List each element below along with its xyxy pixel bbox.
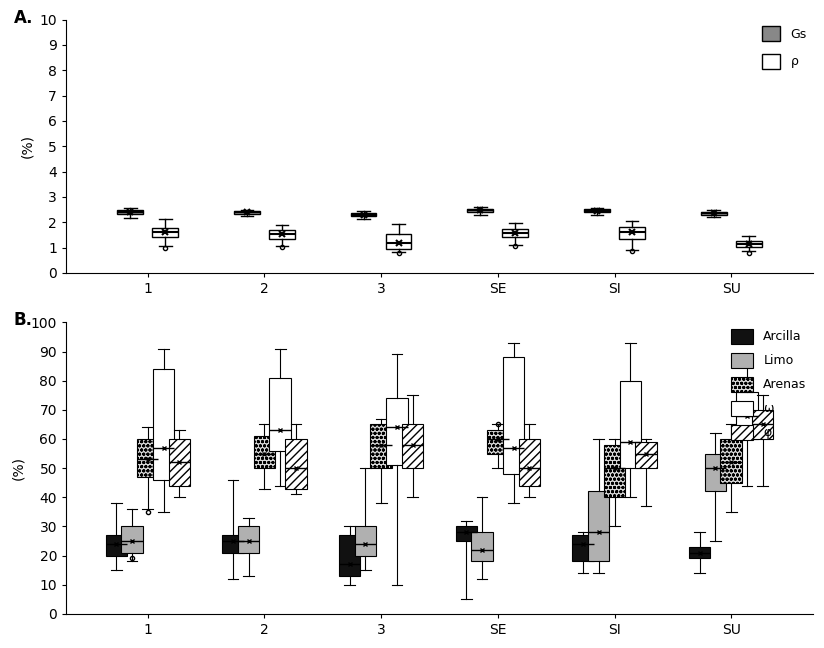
PathPatch shape: [386, 235, 411, 249]
PathPatch shape: [503, 229, 528, 237]
PathPatch shape: [689, 547, 710, 559]
PathPatch shape: [371, 424, 392, 468]
PathPatch shape: [269, 378, 291, 450]
PathPatch shape: [573, 535, 594, 561]
Text: B.: B.: [14, 311, 33, 329]
PathPatch shape: [152, 369, 174, 480]
PathPatch shape: [752, 410, 774, 439]
PathPatch shape: [105, 535, 127, 555]
PathPatch shape: [584, 209, 610, 212]
PathPatch shape: [736, 392, 758, 439]
Y-axis label: (%): (%): [20, 134, 34, 158]
PathPatch shape: [234, 211, 260, 214]
PathPatch shape: [351, 213, 377, 216]
PathPatch shape: [701, 212, 727, 214]
PathPatch shape: [620, 380, 641, 468]
PathPatch shape: [604, 445, 625, 497]
Legend: Gs, ρ: Gs, ρ: [761, 26, 807, 69]
PathPatch shape: [269, 231, 295, 238]
PathPatch shape: [137, 439, 158, 477]
Y-axis label: (%): (%): [11, 456, 25, 480]
PathPatch shape: [471, 532, 493, 561]
PathPatch shape: [121, 526, 143, 553]
PathPatch shape: [705, 454, 726, 491]
PathPatch shape: [169, 439, 190, 485]
PathPatch shape: [285, 439, 307, 489]
PathPatch shape: [456, 526, 477, 541]
PathPatch shape: [736, 240, 761, 247]
Legend: Arcilla, Limo, Arenas, ω, φ: Arcilla, Limo, Arenas, ω, φ: [731, 329, 807, 440]
PathPatch shape: [619, 227, 645, 238]
PathPatch shape: [467, 209, 493, 212]
PathPatch shape: [222, 535, 244, 553]
PathPatch shape: [503, 358, 524, 474]
PathPatch shape: [518, 439, 540, 485]
PathPatch shape: [720, 439, 742, 483]
PathPatch shape: [588, 491, 610, 561]
PathPatch shape: [354, 526, 376, 555]
PathPatch shape: [402, 424, 424, 468]
Text: A.: A.: [14, 10, 33, 27]
PathPatch shape: [386, 398, 408, 465]
PathPatch shape: [117, 210, 143, 214]
PathPatch shape: [339, 535, 360, 576]
PathPatch shape: [152, 228, 178, 237]
PathPatch shape: [238, 526, 260, 553]
PathPatch shape: [254, 436, 275, 468]
PathPatch shape: [487, 430, 508, 454]
PathPatch shape: [635, 442, 657, 468]
